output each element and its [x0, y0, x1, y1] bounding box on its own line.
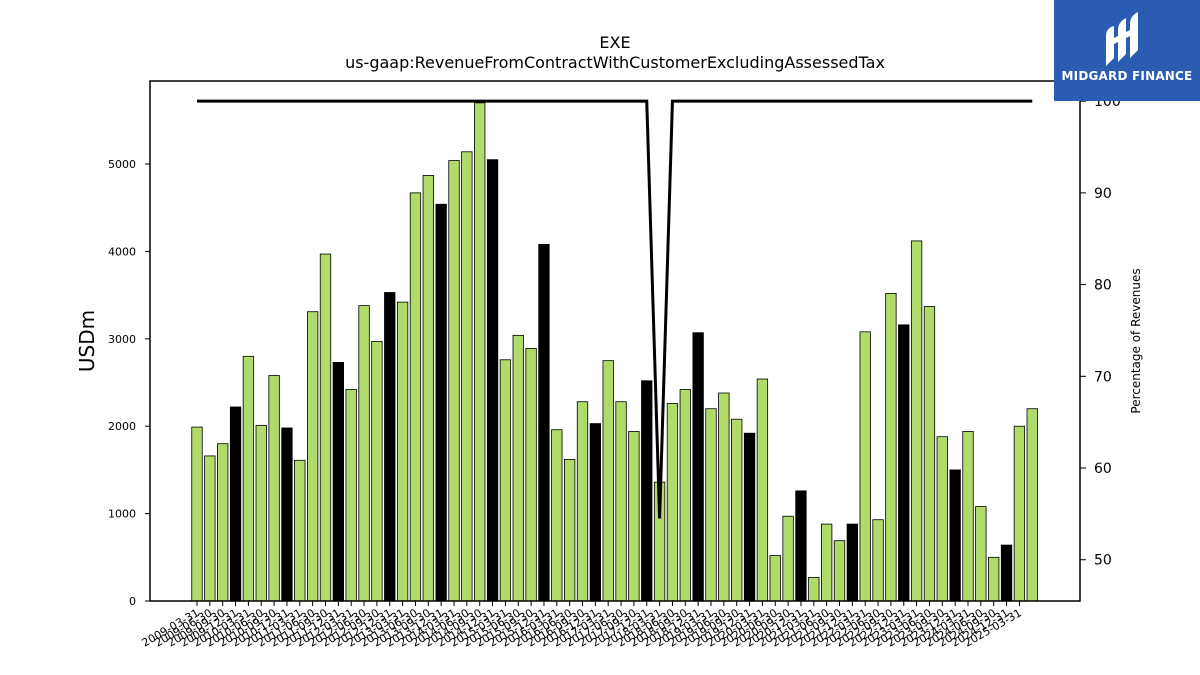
bar — [474, 102, 486, 602]
bar — [409, 192, 422, 602]
bar — [242, 355, 255, 602]
left-axis: 0 1000 2000 3000 4000 5000 — [108, 158, 150, 608]
bar — [679, 389, 691, 602]
bar — [872, 519, 884, 602]
bar — [782, 515, 794, 602]
bar — [1026, 408, 1038, 602]
bar — [461, 151, 473, 602]
bar — [769, 555, 781, 602]
bar — [846, 523, 858, 602]
y-right-tick-label: 60 — [1094, 461, 1112, 477]
bar — [641, 380, 653, 602]
bar — [512, 334, 524, 602]
bar — [294, 459, 306, 602]
bar — [191, 426, 203, 602]
y-right-tick-label: 50 — [1094, 553, 1112, 569]
chart-subtitle: us-gaap:RevenueFromContractWithCustomerE… — [345, 53, 885, 72]
x-axis: 2009-03-312009-06-302009-09-302009-12-31… — [140, 601, 1024, 650]
bar — [486, 159, 499, 602]
bar — [833, 540, 846, 602]
bar — [885, 292, 897, 602]
bar — [384, 292, 396, 602]
bar — [936, 436, 948, 602]
y-axis-right-label: Percentage of Revenues — [1129, 268, 1143, 413]
bar — [859, 331, 871, 602]
bars-group — [191, 102, 1038, 602]
y-right-tick-label: 70 — [1094, 369, 1112, 385]
percentage-line — [197, 99, 1033, 519]
bar — [718, 392, 730, 602]
logo-mark-icon — [1106, 12, 1138, 66]
bar — [345, 389, 357, 602]
bar — [538, 244, 550, 602]
bar — [602, 360, 614, 602]
bar — [975, 506, 987, 602]
y-tick-label: 3000 — [108, 333, 136, 346]
bar — [319, 253, 332, 602]
bar — [821, 523, 833, 602]
bar — [910, 240, 923, 602]
chart-title: EXE — [599, 33, 630, 52]
bar — [422, 174, 434, 602]
bar — [268, 375, 280, 602]
bar — [448, 160, 460, 602]
bar — [564, 459, 576, 602]
bar — [281, 427, 293, 602]
bar — [1000, 544, 1013, 602]
bar — [204, 455, 216, 602]
bar — [525, 348, 537, 602]
bar — [229, 406, 242, 602]
bar — [255, 424, 267, 602]
bar — [358, 305, 370, 602]
bar — [576, 401, 589, 602]
bar — [589, 423, 601, 602]
bar — [666, 403, 679, 602]
bar — [949, 469, 961, 602]
bar — [743, 432, 756, 602]
bar — [705, 408, 717, 602]
bar — [332, 362, 345, 602]
bar — [1013, 425, 1026, 602]
bar — [499, 359, 512, 602]
bar — [731, 418, 743, 602]
bar — [692, 332, 704, 602]
y-tick-label: 5000 — [108, 158, 136, 171]
bar — [795, 490, 807, 602]
bar — [898, 324, 910, 602]
y-tick-label: 4000 — [108, 245, 136, 258]
bar — [435, 203, 447, 602]
bar — [988, 556, 1000, 602]
bar — [923, 306, 936, 602]
y-tick-label: 0 — [129, 595, 136, 608]
y-tick-label: 2000 — [108, 420, 136, 433]
y-axis-label: USDm — [75, 310, 99, 372]
bar — [615, 401, 627, 602]
bar — [396, 301, 409, 602]
bar — [306, 311, 319, 602]
y-right-tick-label: 80 — [1094, 278, 1112, 294]
bar — [551, 429, 563, 602]
y-right-tick-label: 90 — [1094, 186, 1112, 202]
plot-frame — [149, 80, 1081, 602]
bar — [808, 577, 820, 602]
bar — [628, 431, 640, 602]
percentage-line-group — [197, 99, 1033, 519]
logo-text: MIDGARD FINANCE — [1061, 69, 1193, 83]
bar — [371, 341, 383, 602]
y-tick-label: 1000 — [108, 508, 136, 521]
bar — [756, 378, 769, 602]
bar — [217, 443, 229, 602]
midgard-finance-logo: MIDGARD FINANCE — [1054, 0, 1200, 101]
bar — [962, 431, 974, 602]
